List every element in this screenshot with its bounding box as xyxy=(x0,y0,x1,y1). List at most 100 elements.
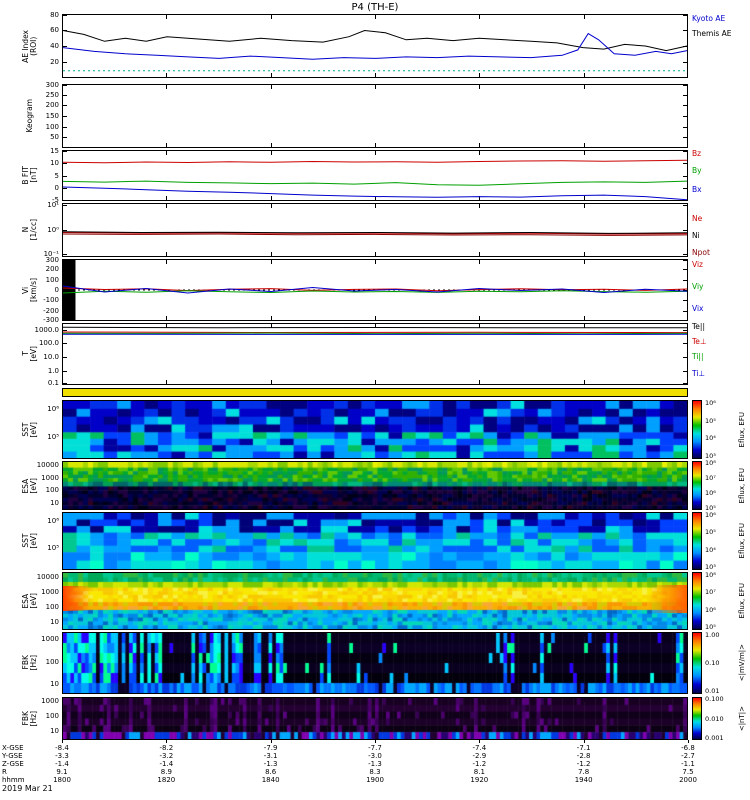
time-tick-mark xyxy=(166,85,168,89)
colorbar-tick: 10⁵ xyxy=(705,623,716,632)
y-tick-mark xyxy=(63,254,67,256)
footer-value: -1.2 xyxy=(472,760,487,768)
colorbar-label-sst_electrons: Eflux, EFU xyxy=(738,523,746,559)
y-tick-mark xyxy=(683,105,687,107)
right-label-Vix: Vix xyxy=(692,303,704,313)
footer-row-label-y-gse: Y-GSE xyxy=(2,752,23,760)
footer-value: 1920 xyxy=(470,776,489,784)
y-tick-mark xyxy=(683,175,687,177)
footer-value: 7.5 xyxy=(682,768,694,776)
series-Ne xyxy=(62,232,688,235)
y-tick-mark xyxy=(63,230,67,231)
axis-tick-mark xyxy=(62,740,63,743)
footer-value: -8.4 xyxy=(55,744,69,752)
series-Npot xyxy=(62,233,688,236)
colorbar-tick: 0.010 xyxy=(705,714,724,723)
y-tick-label: 10⁵ xyxy=(47,432,59,441)
y-tick-label: 0.1 xyxy=(47,379,59,388)
time-tick-mark xyxy=(583,143,585,147)
y-tick-label: 0 xyxy=(54,286,59,294)
y-tick-label: 100 xyxy=(45,486,59,495)
right-label-Viz: Viz xyxy=(692,260,703,270)
axis-tick-mark xyxy=(375,740,376,743)
colorbar-tick: 1.00 xyxy=(705,631,720,640)
y-tick-mark xyxy=(63,46,67,47)
time-tick-mark xyxy=(583,316,585,320)
y-tick-mark xyxy=(683,383,687,385)
colorbar-label-sst_ions: Eflux, EFU xyxy=(738,411,746,448)
time-tick-mark xyxy=(583,204,585,208)
time-tick-mark xyxy=(479,196,481,200)
y-tick-mark xyxy=(63,205,67,207)
footer-value: 8.6 xyxy=(265,768,277,776)
y-tick-label: 40 xyxy=(50,42,59,50)
spectrogram-fbk_scm xyxy=(63,698,687,739)
colorbar-tick: 10³ xyxy=(705,452,716,461)
right-label-Ti: Ti|| xyxy=(692,352,704,362)
footer-value: 1800 xyxy=(53,776,71,784)
y-tick-mark xyxy=(683,329,687,331)
hot-spot xyxy=(649,585,687,614)
time-tick-mark xyxy=(583,151,585,155)
footer-value: 2000 xyxy=(679,776,697,784)
colorbar-tick: 10⁶ xyxy=(705,488,716,497)
y-tick-label: 1000 xyxy=(41,697,59,706)
y-tick-mark xyxy=(683,62,687,63)
time-tick-mark xyxy=(479,260,481,264)
y-tick-label: 300 xyxy=(45,81,59,90)
y-tick-mark xyxy=(63,137,67,139)
time-tick-mark xyxy=(375,324,376,328)
series-By xyxy=(62,180,688,186)
right-label-Bx: Bx xyxy=(692,184,702,194)
time-tick-mark xyxy=(166,73,168,77)
colorbar-tick: 10⁵ xyxy=(705,528,716,537)
series-Themis AE xyxy=(62,29,688,52)
y-tick-label: 10⁶ xyxy=(47,516,59,525)
footer-value: -3.2 xyxy=(159,752,174,760)
y-tick-mark xyxy=(683,254,687,256)
y-tick-label: -100 xyxy=(43,296,59,305)
y-tick-label: 10 xyxy=(50,727,59,736)
colorbar-label-esa_ions: Eflux, EFU xyxy=(738,467,746,504)
spectrogram-sst_ions xyxy=(63,401,687,458)
footer-value: -1.1 xyxy=(681,760,695,768)
y-tick-mark xyxy=(683,85,687,87)
y-tick-mark xyxy=(683,126,687,128)
time-tick-mark xyxy=(166,143,168,147)
colorbar-tick: 10⁴ xyxy=(705,434,716,443)
y-tick-mark xyxy=(683,188,687,190)
time-tick-mark xyxy=(270,316,272,320)
spectrogram-esa_ions xyxy=(63,462,687,509)
y-tick-label: 20 xyxy=(50,58,59,66)
series-Kyoto AE xyxy=(62,32,688,60)
time-tick-mark xyxy=(166,260,168,264)
colorbar-tick: 0.100 xyxy=(705,695,724,704)
time-tick-mark xyxy=(270,73,272,77)
time-tick-mark xyxy=(166,324,168,328)
time-tick-mark xyxy=(166,196,168,200)
y-tick-mark xyxy=(63,62,67,63)
footer-row-label-z-gse: Z-GSE xyxy=(2,760,24,768)
y-tick-mark xyxy=(63,175,67,177)
time-tick-mark xyxy=(583,324,585,328)
colorbar-tick: 0.01 xyxy=(705,686,720,695)
time-tick-mark xyxy=(375,85,376,89)
spectrogram-esa_electrons xyxy=(63,573,687,629)
right-label-Ni: Ni xyxy=(692,231,700,241)
time-tick-mark xyxy=(583,380,585,384)
y-tick-label: 10 xyxy=(50,617,59,626)
y-tick-mark xyxy=(63,126,67,128)
y-tick-mark xyxy=(63,329,67,331)
y-tick-mark xyxy=(63,94,67,96)
y-tick-mark xyxy=(683,151,687,153)
y-tick-mark xyxy=(63,383,67,385)
time-tick-mark xyxy=(479,204,481,208)
footer-value: 1820 xyxy=(157,776,176,784)
y-tick-label: 100.0 xyxy=(38,339,59,348)
time-tick-mark xyxy=(166,252,168,256)
time-tick-mark xyxy=(270,151,272,155)
colorbar-esa_electrons xyxy=(692,572,702,630)
time-tick-mark xyxy=(375,143,376,147)
time-tick-mark xyxy=(270,143,272,147)
y-tick-label: 1000 xyxy=(41,473,59,482)
